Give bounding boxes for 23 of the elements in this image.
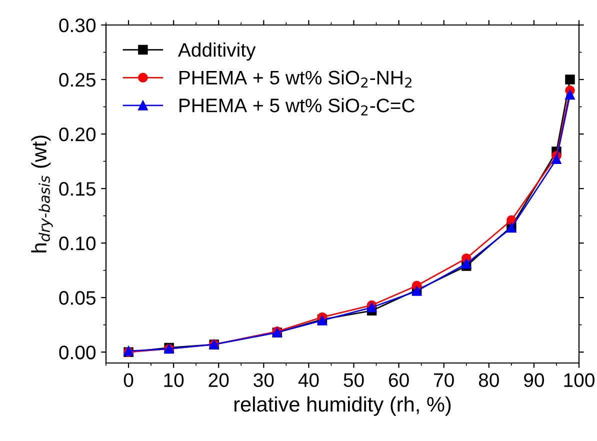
x-tick-label: 50 (344, 373, 364, 388)
x-tick-label: 0 (124, 373, 134, 388)
x-tick-label: 10 (164, 373, 184, 388)
x-tick-label: 40 (298, 373, 319, 388)
x-tick-label: 60 (388, 373, 409, 388)
x-tick-label: 30 (254, 373, 274, 388)
legend-label: Additivity (178, 42, 256, 61)
y-tick-label: 0.10 (59, 236, 96, 250)
x-tick-label: 20 (208, 373, 229, 388)
x-tick-label: 100 (564, 373, 594, 388)
y-tick-label: 0.15 (59, 182, 96, 196)
legend-label: PHEMA + 5 wt% SiO$_{2}$-C=C (180, 98, 415, 116)
y-tick-label: 0.25 (59, 72, 96, 87)
y-tick-label: 0.00 (59, 346, 96, 360)
x-tick-label: 90 (524, 373, 544, 388)
y-tick-label: 0.30 (59, 18, 96, 32)
legend-label: PHEMA + 5 wt% SiO$_{2}$-NH$_{2}$ (180, 70, 412, 88)
y-tick-label: 0.05 (59, 291, 96, 305)
x-axis-title: relative humidity (rh, %) (234, 396, 451, 416)
y-tick-label: 0.20 (59, 128, 96, 142)
x-tick-label: 80 (478, 373, 499, 388)
x-tick-label: 70 (434, 373, 454, 388)
y-axis-title: h$_{dry‐basis}$ (wt) (31, 136, 53, 252)
